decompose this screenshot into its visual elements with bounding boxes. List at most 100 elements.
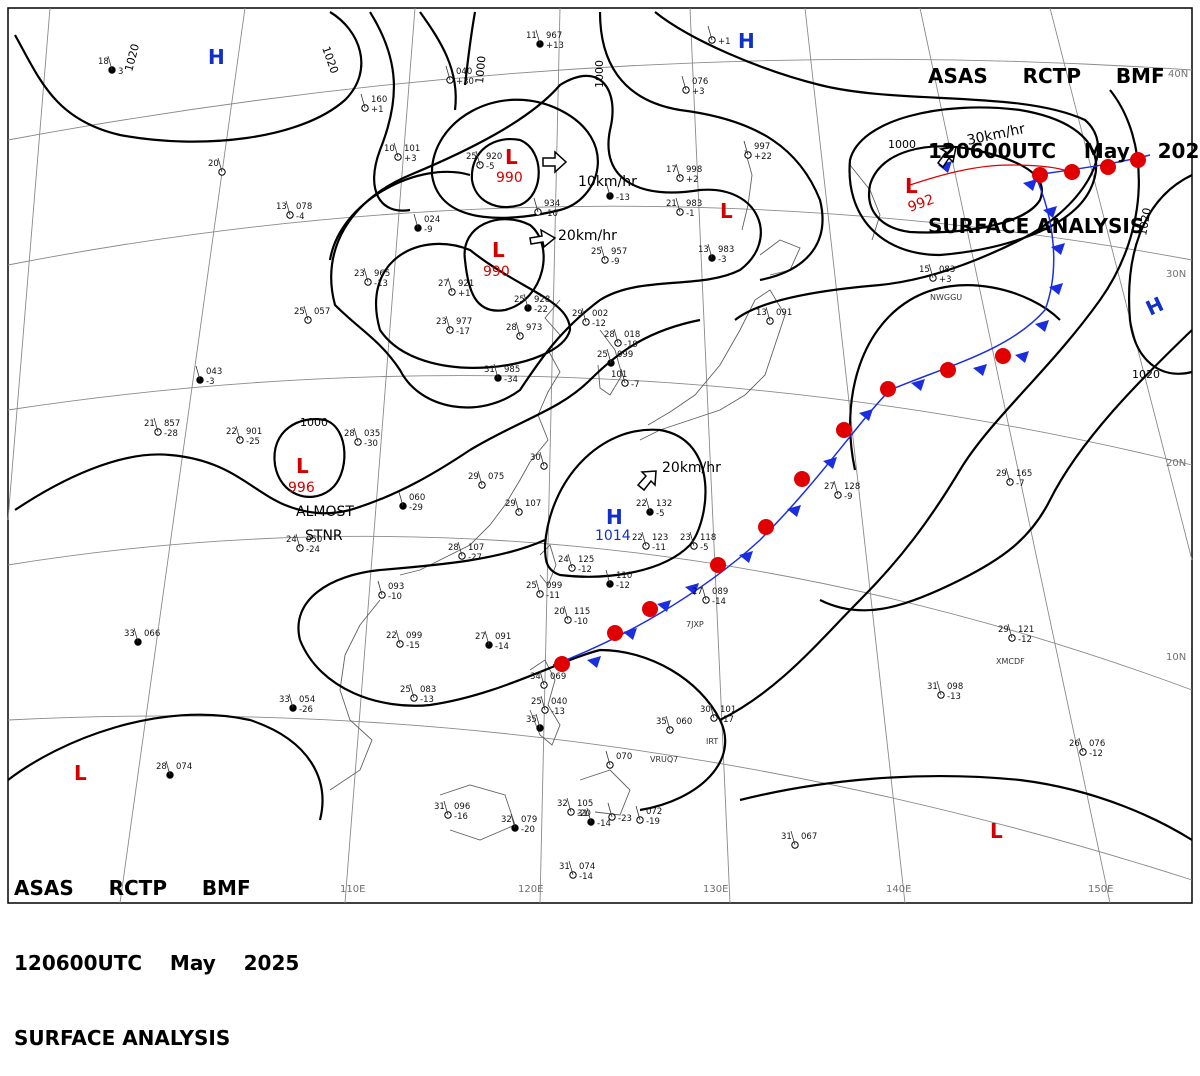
station-plot: 32 079-20: [501, 813, 537, 835]
station-plot: 076+3: [681, 75, 708, 97]
station-plot: 29 075: [468, 470, 504, 489]
station-plot: 30: [530, 451, 548, 470]
station-tendency: -20: [521, 825, 535, 835]
station-pressure: 089: [712, 587, 728, 597]
wind-barb: [566, 797, 572, 813]
meridian-160e: [1049, 7, 1193, 561]
isobar-1020-nw: [14, 11, 363, 143]
station-plot: 060-29: [398, 491, 425, 513]
station-plot: 23 965-13: [354, 267, 390, 289]
isobar-1020-n-1: [419, 11, 457, 111]
station-tendency: +22: [754, 152, 772, 162]
station-temperature: 101: [611, 370, 627, 380]
warm-front-pip: [1130, 152, 1146, 168]
station-pressure: 099: [546, 581, 562, 591]
station-pressure: 040: [456, 67, 472, 77]
wind-barb: [447, 277, 453, 293]
wind-barb: [285, 200, 291, 216]
cold-front-barb: [859, 409, 873, 421]
warm-front-pip: [1064, 164, 1080, 180]
station-tendency: -13: [420, 695, 434, 705]
low-center-value: 990: [496, 170, 523, 186]
station-tendency: -30: [364, 439, 378, 449]
warm-front-pip: [940, 362, 956, 378]
station-pressure: 070: [616, 752, 632, 762]
coast-kamchatka: [849, 164, 881, 241]
station-plot: 31 074-14: [559, 860, 595, 882]
station-pressure: 101: [404, 144, 420, 154]
station-tendency: -14: [579, 872, 593, 882]
wind-barb: [581, 307, 587, 323]
station-tendency: -11: [546, 591, 560, 601]
map-frame: [7, 7, 1193, 904]
isobar-southwest: [7, 713, 324, 821]
wind-barb: [665, 715, 671, 731]
wind-barb: [568, 860, 574, 876]
wind-barb: [707, 25, 713, 41]
station-temperature: 21: [666, 199, 677, 209]
coast-japan: [639, 289, 786, 441]
low-center-value: 996: [288, 480, 315, 496]
station-temperature: 20: [208, 159, 219, 169]
station-tendency: -14: [712, 597, 726, 607]
station-plot: 26 076-12: [1069, 737, 1105, 759]
coast-taiwan: [539, 544, 557, 586]
isobar-east-south-2: [819, 329, 1193, 612]
station-plot: 33 066: [124, 627, 160, 646]
cold-front-barb: [623, 628, 637, 640]
station-tendency: +30: [456, 77, 474, 87]
station-tendency: -12: [578, 565, 592, 575]
station-temperature: 31: [434, 802, 445, 812]
station-temperature: 11: [526, 31, 537, 41]
station-pressure: 078: [296, 202, 312, 212]
station-plot: 17 998+2: [666, 163, 702, 185]
wind-barb: [535, 29, 541, 45]
wind-barb: [606, 348, 612, 364]
station-temperature: 24: [286, 535, 297, 545]
station-plot: 23 977-17: [436, 315, 472, 337]
coast-borneo: [439, 784, 516, 841]
motion-arrow-icon: [529, 228, 557, 249]
coast-luzon: [529, 659, 561, 746]
station-tendency: -19: [624, 340, 638, 350]
station-plot: 29 121-12: [998, 623, 1034, 645]
station-pressure: 074: [176, 762, 192, 772]
station-pressure: 050: [306, 535, 322, 545]
station-plot: 28 107-27: [448, 541, 484, 563]
station-temperature: 30: [700, 705, 711, 715]
station-pressure: 921: [458, 279, 474, 289]
cold-front-barb: [1035, 320, 1049, 332]
station-plot: 35 060: [656, 715, 692, 734]
wind-barb: [540, 695, 546, 711]
station-plot: 040+30: [445, 65, 474, 87]
station-plot: 21 983-1: [666, 197, 702, 219]
wind-barb: [445, 65, 451, 81]
wind-barb: [586, 807, 592, 823]
station-temperature: 22: [636, 499, 647, 509]
lat-label: 30N: [1166, 269, 1186, 280]
isobar-big-low: [330, 74, 762, 409]
station-plot: 27 091-14: [475, 630, 511, 652]
station-temperature: 27: [824, 482, 835, 492]
isobar-label: 1000: [593, 60, 606, 88]
station-pressure: 973: [526, 323, 542, 333]
station-temperature: 23: [436, 317, 447, 327]
wind-barb: [600, 245, 606, 261]
wind-barb: [1007, 623, 1013, 639]
wind-barb: [620, 368, 626, 384]
station-tendency: -17: [720, 715, 734, 725]
station-plot: 160+1: [360, 93, 387, 115]
station-tendency: -4: [296, 212, 304, 222]
station-plot: 24 125-12: [558, 553, 594, 575]
station-pressure: 165: [1016, 469, 1032, 479]
header-bottom: ASAS RCTP BMF 120600UTC May 2025 SURFACE…: [14, 826, 299, 1076]
wind-barb: [413, 213, 419, 229]
isobar-1020-east: [1128, 174, 1193, 375]
station-plot: 31 -14: [577, 807, 611, 829]
wind-barb: [363, 267, 369, 283]
station-plot: 997+22: [743, 140, 772, 162]
lon-label: 150E: [1088, 884, 1113, 895]
lon-label: 130E: [703, 884, 728, 895]
low-center-label: L: [74, 761, 87, 785]
weather-map: 1020 1020 1000 1000 1000 1000 1020 1020 …: [7, 7, 1193, 904]
